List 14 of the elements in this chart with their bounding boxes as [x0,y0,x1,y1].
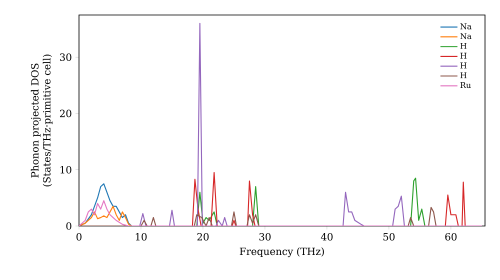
x-tick-label: 20 [197,233,209,241]
x-axis-title: Frequency (THz) [240,247,324,258]
x-tick-label: 40 [320,233,333,241]
y-tick-label: 30 [60,53,72,61]
line-series [79,200,482,226]
x-tick-label: 50 [383,233,395,241]
x-tick-label: 0 [76,233,82,241]
y-axis-title: Phonon projected DOS (States/THz·primitive cell) [30,54,52,186]
x-tick-label: 60 [445,233,457,241]
y-tick-label: 0 [66,222,72,230]
x-tick-label: 30 [259,233,271,241]
x-tick-label: 10 [136,233,147,241]
y-tick-label: 20 [60,110,72,118]
y-tick-label: 10 [60,166,72,174]
